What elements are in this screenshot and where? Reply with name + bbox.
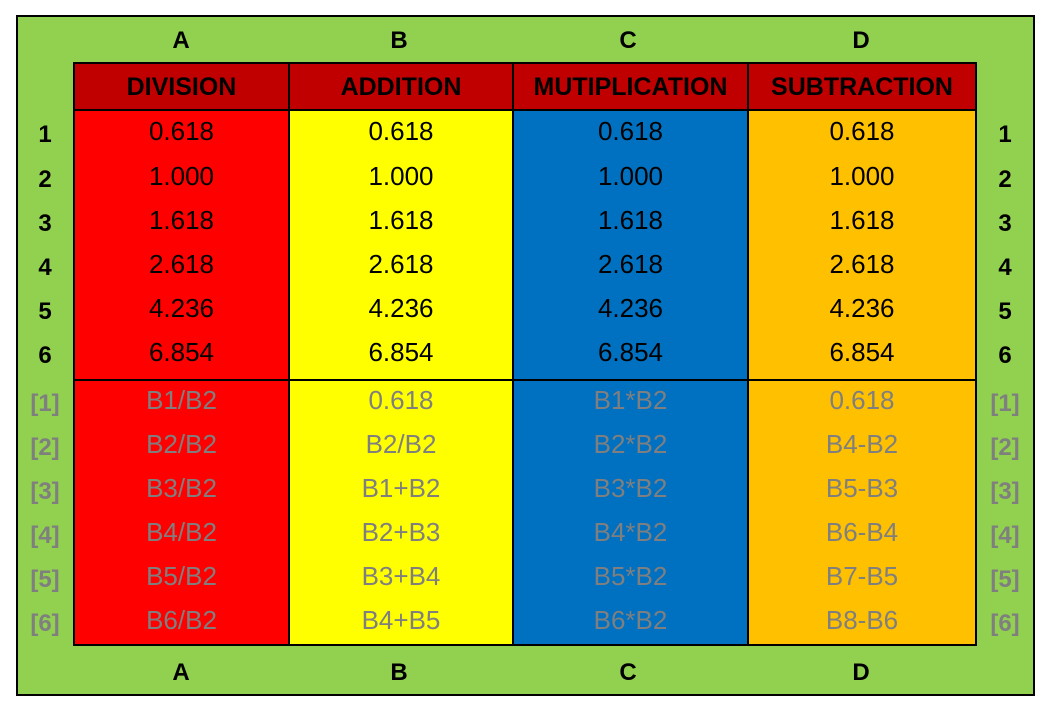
value-cell: 6.854 [829, 337, 895, 367]
value-cell: 1.000 [368, 161, 434, 191]
formula-row-label-left: [6] [30, 610, 60, 637]
formula-row-label-right: [5] [990, 566, 1020, 593]
column-header-addition: ADDITION [290, 64, 512, 111]
formula-row-label-left: [2] [30, 434, 60, 461]
column-letter-bottom: D [852, 659, 870, 686]
value-cell: 6.854 [597, 337, 664, 367]
formula-row-label-right: [4] [990, 522, 1020, 549]
value-cell: 4.236 [597, 293, 664, 323]
value-cell: 0.618 [368, 116, 434, 146]
formula-cell: B1+B2 [361, 473, 441, 503]
formula-cell: 0.618 [368, 385, 434, 415]
formula-cell: B1/B2 [146, 385, 217, 415]
formula-cell: B6/B2 [146, 605, 217, 635]
formula-cell: B2*B2 [593, 429, 668, 459]
value-cell: 6.854 [148, 337, 215, 367]
value-cell: 0.618 [597, 116, 664, 146]
column-header-subtraction: SUBTRACTION [749, 64, 975, 111]
column-letter-bottom: A [172, 659, 190, 686]
formula-cell: B2/B2 [365, 429, 437, 459]
formula-cell: B2/B2 [146, 429, 217, 459]
formula-cell: 0.618 [829, 385, 895, 415]
operations-table: DIVISION 0.618 1.000 1.618 2.618 4.236 6… [73, 62, 977, 646]
formula-cell: B2+B3 [361, 517, 441, 547]
value-cell: 2.618 [597, 249, 664, 279]
value-cell: 1.000 [148, 161, 215, 191]
value-cell: 1.618 [368, 205, 434, 235]
formula-cell: B7-B5 [825, 561, 899, 591]
formula-cell: B3/B2 [146, 473, 217, 503]
row-number-right: 5 [998, 298, 1012, 325]
row-number-right: 2 [998, 166, 1012, 193]
column-letter-top: B [390, 27, 408, 54]
formula-row-label-left: [4] [30, 522, 60, 549]
row-number-right: 4 [998, 254, 1012, 281]
section-divider [75, 379, 975, 381]
column-letter-top: A [172, 27, 190, 54]
column-letter-top: D [852, 27, 870, 54]
formula-row-label-right: [6] [990, 610, 1020, 637]
formula-cell: B4*B2 [593, 517, 668, 547]
row-number-left: 3 [38, 210, 52, 237]
column-header-multiplication: MUTIPLICATION [514, 64, 747, 111]
value-cell: 4.236 [368, 293, 434, 323]
column-division: DIVISION 0.618 1.000 1.618 2.618 4.236 6… [75, 64, 288, 644]
row-number-left: 1 [38, 121, 52, 148]
formula-cell: B3+B4 [361, 561, 441, 591]
formula-cell: B4-B2 [825, 429, 899, 459]
column-letter-top: C [619, 27, 637, 54]
formula-cell: B4+B5 [361, 605, 441, 635]
formula-row-label-right: [1] [990, 390, 1020, 417]
column-letter-bottom: C [619, 659, 637, 686]
formula-row-label-right: [2] [990, 434, 1020, 461]
row-number-left: 6 [38, 342, 52, 369]
formula-cell: B4/B2 [146, 517, 217, 547]
row-number-right: 6 [998, 342, 1012, 369]
value-cell: 0.618 [148, 116, 215, 146]
column-addition: ADDITION 0.618 1.000 1.618 2.618 4.236 6… [288, 64, 512, 644]
value-cell: 2.618 [148, 249, 215, 279]
formula-cell: B5/B2 [146, 561, 217, 591]
value-cell: 6.854 [368, 337, 434, 367]
row-number-left: 4 [38, 254, 52, 281]
formula-cell: B6*B2 [593, 605, 668, 635]
value-cell: 4.236 [829, 293, 895, 323]
formula-cell: B5*B2 [593, 561, 668, 591]
formula-cell: B3*B2 [593, 473, 668, 503]
value-cell: 1.000 [829, 161, 895, 191]
value-cell: 0.618 [829, 116, 895, 146]
row-number-left: 5 [38, 298, 52, 325]
formula-cell: B8-B6 [825, 605, 899, 635]
value-cell: 2.618 [368, 249, 434, 279]
formula-row-label-right: [3] [990, 478, 1020, 505]
formula-row-label-left: [3] [30, 478, 60, 505]
value-cell: 2.618 [829, 249, 895, 279]
formula-cell: B5-B3 [825, 473, 899, 503]
value-cell: 1.618 [597, 205, 664, 235]
value-cell: 1.000 [597, 161, 664, 191]
formula-row-label-left: [5] [30, 566, 60, 593]
formula-cell: B1*B2 [593, 385, 668, 415]
row-number-right: 1 [998, 121, 1012, 148]
formula-row-label-left: [1] [30, 390, 60, 417]
column-header-division: DIVISION [75, 64, 288, 111]
row-number-left: 2 [38, 166, 52, 193]
row-number-right: 3 [998, 210, 1012, 237]
value-cell: 1.618 [829, 205, 895, 235]
value-cell: 4.236 [148, 293, 215, 323]
value-cell: 1.618 [148, 205, 215, 235]
formula-cell: B6-B4 [825, 517, 899, 547]
column-multiplication: MUTIPLICATION 0.618 1.000 1.618 2.618 4.… [512, 64, 747, 644]
column-subtraction: SUBTRACTION 0.618 1.000 1.618 2.618 4.23… [747, 64, 975, 644]
column-letter-bottom: B [390, 659, 408, 686]
